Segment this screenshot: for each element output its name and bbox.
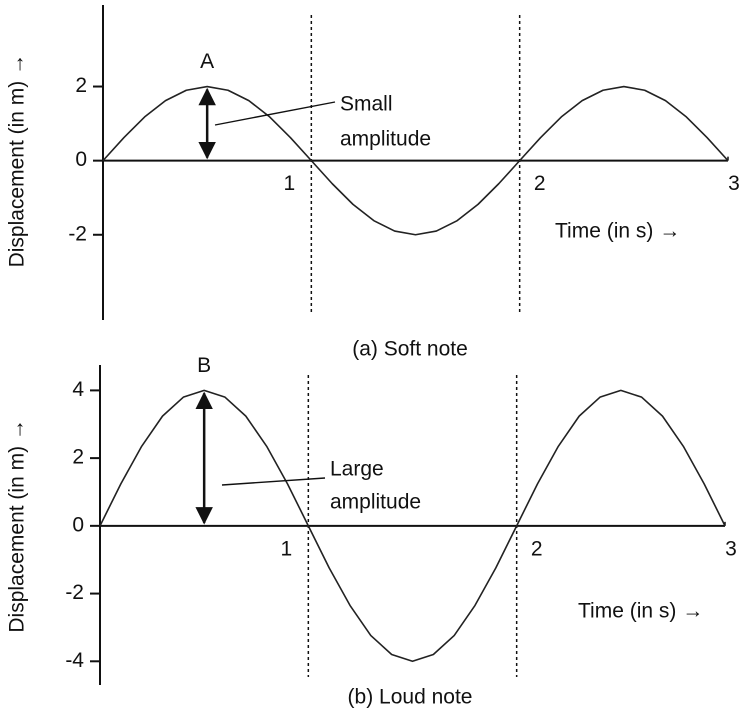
- wave: [102, 85, 729, 236]
- y-tick-label: 0: [72, 513, 84, 536]
- leader-line: [214, 101, 336, 126]
- y-axis-label: Displacement (in m) →: [6, 419, 29, 633]
- x-tick-label: 3: [725, 537, 737, 560]
- x-tick-label: 2: [534, 172, 546, 195]
- point-label: A: [200, 50, 214, 73]
- annotation: amplitude: [330, 491, 421, 514]
- y-tick-label: 0: [75, 148, 87, 171]
- annotation: Small: [340, 93, 393, 116]
- x-tick-label: 1: [283, 172, 295, 195]
- x-tick-label: 1: [280, 537, 292, 560]
- wave: [99, 389, 726, 663]
- leader-line: [221, 477, 326, 486]
- annotation: amplitude: [340, 128, 431, 151]
- y-tick-label: 4: [72, 378, 84, 401]
- y-axis-label: Displacement (in m) →: [6, 54, 29, 268]
- x-tick-label: 3: [728, 172, 740, 195]
- y-tick-label: 2: [72, 446, 84, 469]
- x-axis-label: Time (in s) →: [578, 600, 703, 623]
- y-tick-label: -4: [65, 649, 84, 672]
- annotation: Large: [330, 458, 384, 481]
- caption: (b) Loud note: [348, 686, 473, 709]
- x-axis-label: Time (in s) →: [555, 220, 680, 243]
- y-tick-label: -2: [65, 581, 84, 604]
- x-tick-label: 2: [531, 537, 543, 560]
- point-label: B: [197, 354, 211, 377]
- y-tick-label: -2: [68, 222, 87, 245]
- caption: (a) Soft note: [352, 338, 468, 361]
- y-tick-label: 2: [75, 74, 87, 97]
